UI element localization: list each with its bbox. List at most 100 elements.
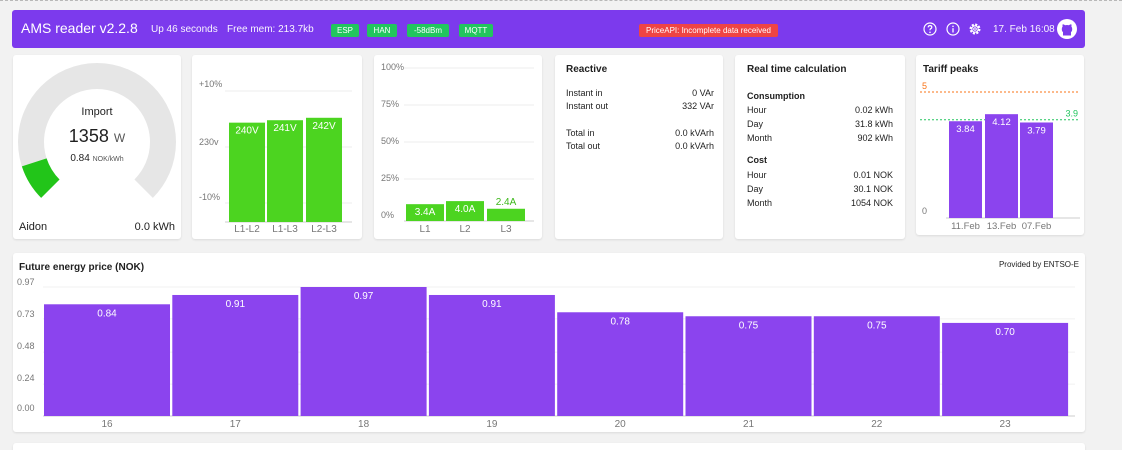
- gear-icon[interactable]: [968, 22, 982, 36]
- reactive-table: Instant in 0 VAr Instant out 332 VAr Tot…: [566, 88, 714, 158]
- price-bar: [300, 287, 427, 416]
- meter-energy: 0.0 kWh: [134, 221, 175, 233]
- tariff-chart: 5 3.9 0 3.84 11.Feb 4.12 13.Feb 3.79 07.Feb: [920, 81, 1080, 232]
- price-axis-tick: 0.73: [17, 309, 35, 319]
- voltage-bar: [267, 120, 303, 222]
- voltage-bar-value: 240V: [235, 126, 259, 137]
- app-title: AMS reader v2.2.8: [21, 20, 138, 36]
- voltage-chart: 240V L1-L2 241V L1-L3 242V L2-L3: [225, 90, 352, 235]
- current-bar-label: L2: [459, 224, 471, 235]
- current-axis-0: 0%: [381, 210, 395, 220]
- price-bar: [44, 304, 170, 416]
- consumption-label: Hour: [747, 105, 767, 115]
- reactive-value: 0.0 kVArh: [675, 128, 714, 138]
- tariff-bar: [1020, 122, 1053, 218]
- current-axis-25: 25%: [381, 173, 400, 183]
- meter-name: Aidon: [19, 221, 48, 233]
- price-bar-value: 0.70: [995, 327, 1015, 338]
- reactive-label: Total out: [566, 141, 601, 151]
- current-bar-label: L1: [419, 224, 431, 235]
- current-bar: [406, 204, 444, 221]
- voltage-card: +10% 230v -10% 240V L1-L2 241V L1-L3 242V L2-…: [192, 55, 362, 239]
- tariff-bar-date: 11.Feb: [951, 221, 980, 232]
- price-hour-label: 19: [486, 419, 498, 430]
- price-hour-label: 23: [1000, 419, 1012, 430]
- gauge-fill: [21, 157, 60, 198]
- esp-badge: ESP: [331, 24, 359, 37]
- tariff-card: Tariff peaks 5 3.9 0 3.84 11.Feb 4.12 13.Feb 3.…: [916, 55, 1084, 235]
- price-api-error-badge: PriceAPI: Incomplete data received: [639, 24, 778, 37]
- gauge-value: 1358: [68, 126, 109, 146]
- tariff-threshold-label: 5: [922, 81, 927, 91]
- current-bar: [446, 201, 484, 221]
- help-icon[interactable]: [923, 22, 937, 36]
- tariff-bar-value: 4.12: [992, 117, 1011, 128]
- cost-label: Day: [747, 184, 764, 194]
- price-hour-label: 20: [615, 419, 627, 430]
- cost-label: Hour: [747, 170, 767, 180]
- gauge-price-unit: NOK/kWh: [92, 156, 124, 163]
- tariff-zero-label: 0: [922, 206, 927, 216]
- datetime-text: 17. Feb 16:08: [993, 24, 1055, 35]
- header-bar: AMS reader v2.2.8 Up 46 seconds Free mem…: [12, 10, 1085, 48]
- github-icon[interactable]: [1056, 18, 1078, 40]
- reactive-card: Reactive Instant in 0 VAr Instant out 33…: [555, 55, 723, 239]
- cost-label: Month: [747, 198, 773, 208]
- price-bar: [685, 316, 812, 416]
- price-bar: [813, 316, 940, 416]
- cost-value: 0.01 NOK: [853, 170, 893, 180]
- tariff-average-label: 3.9: [1065, 109, 1078, 119]
- reactive-label: Instant out: [566, 101, 609, 111]
- tariff-title: Tariff peaks: [923, 64, 979, 75]
- current-axis-50: 50%: [381, 136, 400, 146]
- han-badge: HAN: [367, 24, 397, 37]
- price-chart-title: Future energy price (NOK): [19, 262, 145, 273]
- mqtt-badge: MQTT: [459, 24, 493, 37]
- current-card: 100% 75% 50% 25% 0% 3.4A L1 4.0A L2 2.4A L3: [374, 55, 542, 239]
- price-chart: 0.84 16 0.91 17 0.97 18 0.91 19 0.78 20 0.75 21 0.75…: [43, 286, 1075, 430]
- price-axis-tick: 0.24: [17, 373, 35, 383]
- price-bar-value: 0.91: [226, 299, 246, 310]
- price-bar: [172, 294, 299, 416]
- tariff-bar: [985, 114, 1018, 218]
- uptime-text: Up 46 seconds: [151, 24, 218, 35]
- tariff-bar-value: 3.84: [956, 124, 975, 135]
- price-axis-tick: 0.00: [17, 403, 35, 413]
- price-bar: [557, 312, 684, 416]
- voltage-bar-label: L1-L3: [272, 224, 298, 235]
- import-gauge: [18, 63, 176, 198]
- tariff-bar-date: 07.Feb: [1022, 221, 1052, 232]
- price-bar-value: 0.91: [482, 299, 502, 310]
- reactive-title: Reactive: [566, 64, 608, 75]
- price-hour-label: 17: [230, 419, 242, 430]
- info-icon[interactable]: [946, 22, 960, 36]
- price-bar-value: 0.78: [610, 316, 630, 327]
- consumption-value: 31.8 kWh: [854, 119, 893, 129]
- voltage-axis-bottom: -10%: [199, 192, 221, 202]
- current-bar-label: L3: [500, 224, 512, 235]
- reactive-label: Instant in: [566, 88, 603, 98]
- voltage-bar: [229, 122, 265, 222]
- consumption-label: Day: [747, 119, 764, 129]
- cost-value: 1054 NOK: [850, 198, 893, 208]
- price-hour-label: 21: [743, 419, 755, 430]
- reactive-value: 0 VAr: [692, 88, 714, 98]
- voltage-bar-value: 242V: [312, 121, 336, 132]
- current-axis-75: 75%: [381, 99, 400, 109]
- current-bar: [487, 208, 525, 221]
- price-axis-tick: 0.97: [17, 277, 35, 287]
- voltage-bar: [306, 117, 342, 222]
- price-bar-value: 0.75: [739, 320, 759, 331]
- realtime-title: Real time calculation: [747, 64, 847, 75]
- price-hour-label: 16: [101, 419, 113, 430]
- import-gauge-card: Import 1358 W 0.84 NOK/kWh Aidon 0.0 kWh: [13, 55, 181, 239]
- gauge-label: Import: [81, 106, 113, 118]
- current-chart: 3.4A L1 4.0A L2 2.4A L3: [404, 67, 534, 235]
- current-bar-value: 3.4A: [415, 207, 436, 218]
- price-bar: [428, 294, 555, 416]
- price-bar-value: 0.75: [867, 320, 887, 331]
- cost-value: 30.1 NOK: [853, 184, 893, 194]
- voltage-bar-label: L2-L3: [311, 224, 337, 235]
- consumption-title: Consumption: [747, 91, 805, 101]
- gauge-value-row: 1358 W: [13, 126, 181, 147]
